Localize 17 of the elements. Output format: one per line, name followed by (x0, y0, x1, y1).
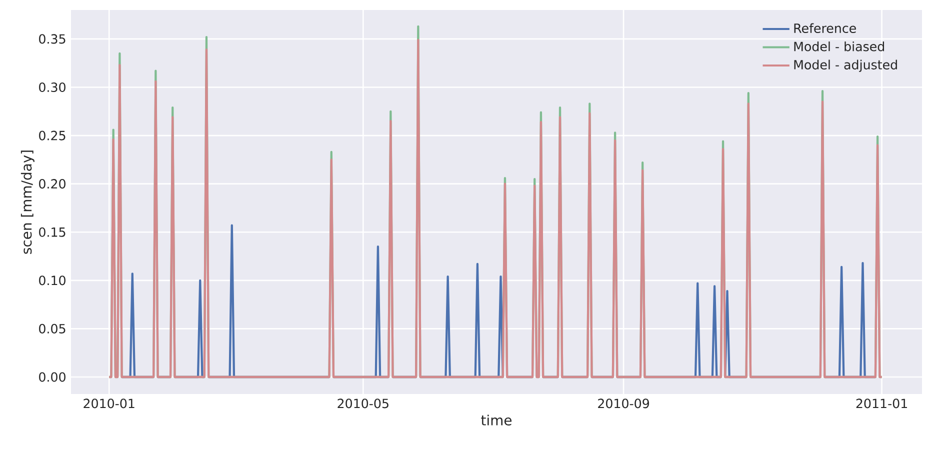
legend-label: Reference (794, 23, 856, 34)
x-tick-label: 2010-05 (338, 398, 388, 408)
y-tick-label: 0.05 (39, 324, 66, 334)
y-axis-title: scen [mm/day] (20, 150, 34, 254)
x-tick-label: 2010-09 (598, 398, 649, 408)
x-tick-label: 2010-01 (84, 398, 134, 408)
y-tick-label: 0.35 (39, 34, 66, 44)
legend-label: Model - adjusted (794, 60, 897, 72)
y-tick-label: 0.15 (39, 227, 66, 237)
y-tick-label: 0.10 (39, 276, 66, 286)
y-tick-label: 0.00 (39, 372, 66, 382)
x-tick-label: 2011-01 (856, 398, 907, 408)
legend-label: Model - biased (794, 41, 884, 52)
y-tick-label: 0.30 (39, 82, 66, 92)
y-tick-label: 0.20 (39, 179, 66, 189)
y-tick-label: 0.25 (39, 130, 66, 140)
x-axis-title: time (481, 414, 512, 426)
